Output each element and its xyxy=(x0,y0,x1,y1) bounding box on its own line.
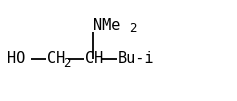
Text: Bu-i: Bu-i xyxy=(118,51,155,66)
Text: CH: CH xyxy=(47,51,65,66)
Text: HO: HO xyxy=(7,51,25,66)
Text: 2: 2 xyxy=(64,57,71,70)
Text: NMe: NMe xyxy=(93,18,120,33)
Text: CH: CH xyxy=(85,51,103,66)
Text: 2: 2 xyxy=(129,22,137,35)
